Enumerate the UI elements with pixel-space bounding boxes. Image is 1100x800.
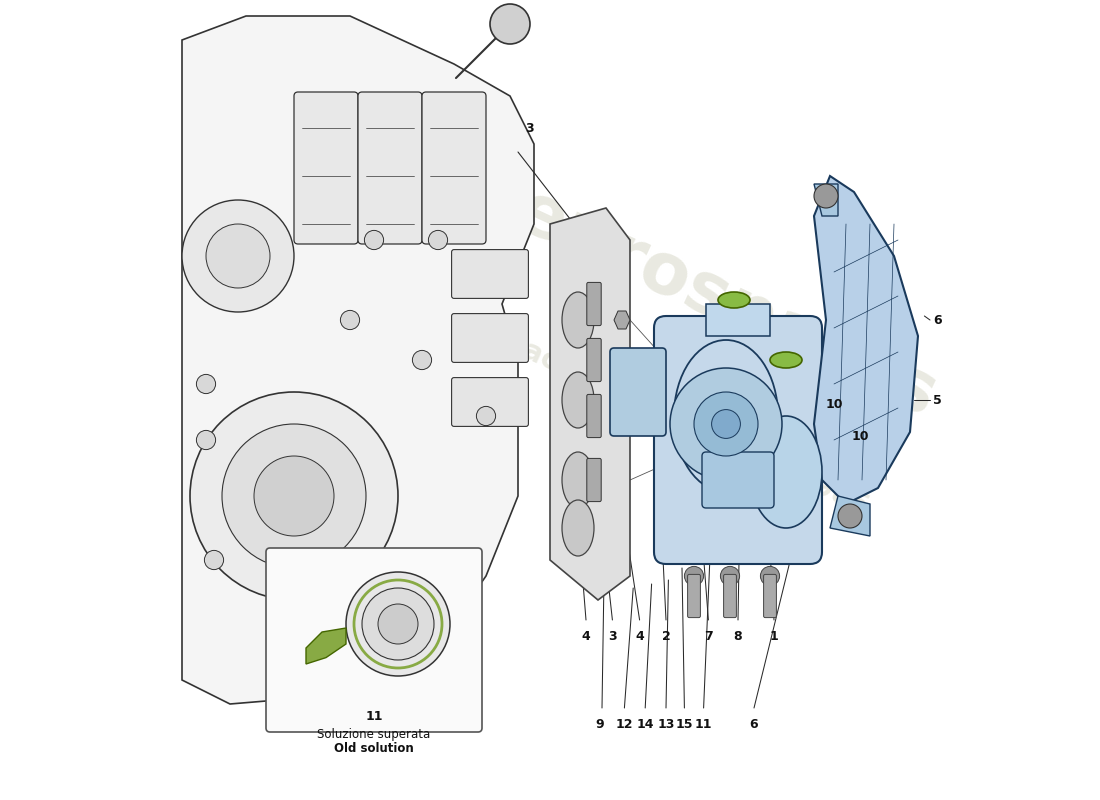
FancyBboxPatch shape	[688, 574, 701, 618]
Circle shape	[720, 566, 739, 586]
FancyBboxPatch shape	[586, 458, 602, 502]
FancyBboxPatch shape	[586, 394, 602, 438]
Circle shape	[190, 392, 398, 600]
Circle shape	[490, 4, 530, 44]
Text: 11: 11	[695, 718, 713, 730]
FancyBboxPatch shape	[586, 338, 602, 382]
Circle shape	[206, 224, 270, 288]
Circle shape	[684, 566, 704, 586]
Text: 2: 2	[661, 630, 670, 642]
Ellipse shape	[718, 292, 750, 308]
Text: 14: 14	[637, 718, 653, 730]
Circle shape	[476, 406, 496, 426]
Circle shape	[205, 550, 223, 570]
Polygon shape	[614, 391, 630, 409]
Text: 3: 3	[608, 630, 617, 642]
Text: 1: 1	[770, 630, 779, 642]
Text: 12: 12	[616, 718, 634, 730]
Circle shape	[814, 184, 838, 208]
Circle shape	[378, 604, 418, 644]
Text: 10: 10	[825, 398, 843, 410]
Circle shape	[254, 456, 334, 536]
Text: 6: 6	[750, 718, 758, 730]
Ellipse shape	[562, 452, 594, 508]
Circle shape	[428, 230, 448, 250]
Text: eurospares: eurospares	[505, 176, 947, 432]
FancyBboxPatch shape	[452, 378, 528, 426]
Polygon shape	[830, 496, 870, 536]
Text: Soluzione superata: Soluzione superata	[318, 728, 430, 741]
FancyBboxPatch shape	[422, 92, 486, 244]
FancyBboxPatch shape	[586, 282, 602, 326]
FancyBboxPatch shape	[358, 92, 422, 244]
Circle shape	[197, 374, 216, 394]
Text: 3: 3	[526, 122, 535, 134]
Polygon shape	[814, 184, 838, 216]
Ellipse shape	[562, 500, 594, 556]
Text: 15: 15	[675, 718, 693, 730]
Polygon shape	[814, 176, 918, 504]
FancyBboxPatch shape	[610, 348, 665, 436]
FancyBboxPatch shape	[702, 452, 774, 508]
Circle shape	[364, 230, 384, 250]
Ellipse shape	[562, 292, 594, 348]
Polygon shape	[706, 304, 770, 336]
Text: 10: 10	[851, 430, 869, 442]
FancyBboxPatch shape	[763, 574, 777, 618]
Polygon shape	[182, 16, 534, 704]
FancyBboxPatch shape	[452, 314, 528, 362]
Ellipse shape	[770, 352, 802, 368]
Circle shape	[838, 504, 862, 528]
Text: a place for parts since 1985: a place for parts since 1985	[466, 311, 873, 521]
Ellipse shape	[750, 416, 822, 528]
Circle shape	[346, 572, 450, 676]
Ellipse shape	[674, 340, 778, 492]
Circle shape	[197, 430, 216, 450]
Text: Old solution: Old solution	[334, 742, 414, 754]
Circle shape	[412, 350, 431, 370]
Text: 8: 8	[734, 630, 742, 642]
FancyBboxPatch shape	[294, 92, 358, 244]
Circle shape	[182, 200, 294, 312]
Polygon shape	[550, 208, 630, 600]
Polygon shape	[614, 311, 630, 329]
Circle shape	[670, 368, 782, 480]
Text: 4: 4	[582, 630, 591, 642]
Text: 11: 11	[365, 710, 383, 722]
Ellipse shape	[562, 372, 594, 428]
Text: 7: 7	[704, 630, 713, 642]
Text: 5: 5	[933, 394, 942, 406]
Text: 13: 13	[658, 718, 674, 730]
FancyBboxPatch shape	[654, 316, 822, 564]
Circle shape	[694, 392, 758, 456]
Text: 6: 6	[933, 314, 942, 326]
FancyBboxPatch shape	[724, 574, 736, 618]
Text: 4: 4	[635, 630, 643, 642]
Circle shape	[362, 588, 435, 660]
Text: 9: 9	[595, 718, 604, 730]
Polygon shape	[306, 628, 346, 664]
FancyBboxPatch shape	[266, 548, 482, 732]
Circle shape	[340, 310, 360, 330]
Circle shape	[712, 410, 740, 438]
Circle shape	[760, 566, 780, 586]
FancyBboxPatch shape	[452, 250, 528, 298]
Circle shape	[222, 424, 366, 568]
